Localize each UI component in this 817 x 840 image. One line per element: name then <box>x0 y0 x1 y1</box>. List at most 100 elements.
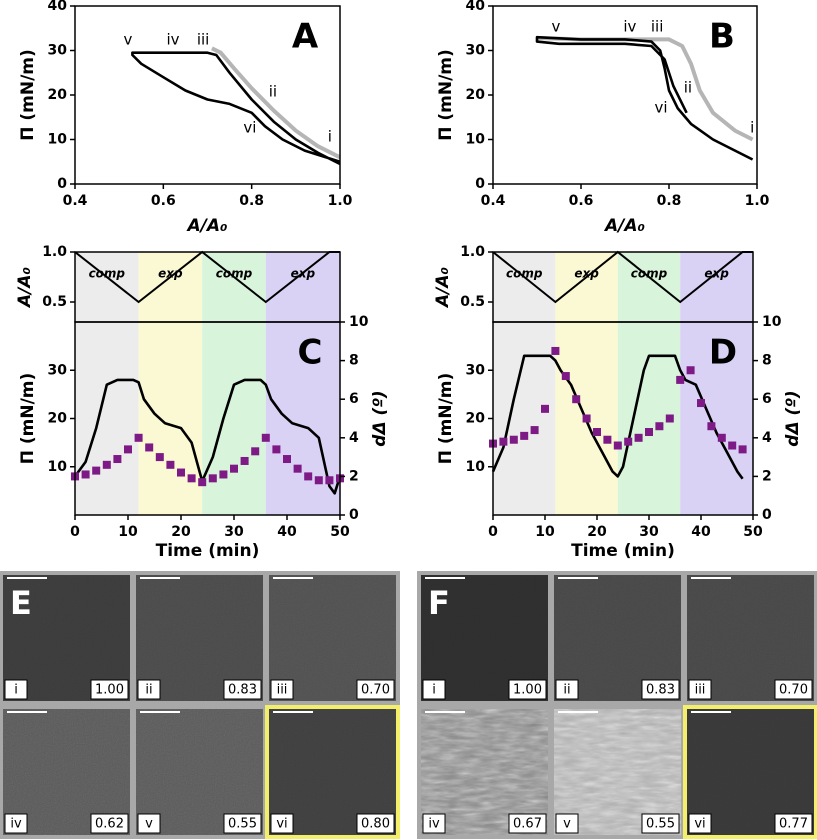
y-tick-label: 0 <box>475 176 485 192</box>
ellipsometry-point <box>198 478 207 487</box>
x-tick-label: 50 <box>743 524 763 540</box>
phase-band <box>265 252 340 515</box>
y-tick-label: 1.0 <box>42 244 67 260</box>
point-annotation: ii <box>269 82 277 100</box>
ellipsometry-point <box>613 441 622 450</box>
y-axis-label: Π (mN/m) <box>18 49 38 141</box>
tile-numeral: i <box>14 683 18 698</box>
ellipsometry-point <box>113 455 122 464</box>
y-tick-label: 30 <box>466 43 486 59</box>
phase-label: exp <box>158 267 183 281</box>
isotherm-curve <box>131 51 341 166</box>
ellipsometry-point <box>240 456 249 465</box>
y-tick-label: 20 <box>48 87 68 103</box>
pressure-line <box>491 354 744 480</box>
ratio-box <box>223 679 262 700</box>
point-annotation: i <box>328 127 332 145</box>
micrograph-tile: v 0.55 <box>550 705 685 839</box>
ellipsometry-point <box>177 468 185 477</box>
ellipsometry-point <box>665 414 674 423</box>
ratio-box <box>223 813 262 834</box>
y2-axis-label: dΔ (º) <box>370 390 390 446</box>
y-tick-label: 0 <box>57 176 67 192</box>
tile-numeral: iv <box>10 817 22 832</box>
ratio-box <box>356 813 395 834</box>
tile-numeral: i <box>432 683 436 698</box>
y2-tick-label: 8 <box>762 353 772 369</box>
y2-tick-label: 6 <box>349 391 359 407</box>
tile-numeral: v <box>563 817 571 832</box>
y-axis-label: A/A₀ <box>15 266 35 309</box>
micrograph-tile: i 1.00 <box>417 571 552 705</box>
x-tick-label: 0.4 <box>63 193 88 209</box>
phase-band <box>555 252 618 515</box>
ellipsometry-point <box>624 437 633 446</box>
numeral-box <box>422 679 446 700</box>
tile-numeral: vi <box>276 817 287 832</box>
point-annotation: ii <box>684 78 692 96</box>
point-annotation: iii <box>651 17 664 35</box>
x-tick-label: 40 <box>691 524 711 540</box>
ellipsometry-point <box>520 431 529 440</box>
ellipsometry-point <box>283 455 291 464</box>
ellipsometry-point <box>676 375 685 384</box>
pressure-line <box>73 378 342 495</box>
tile-numeral: v <box>145 817 153 832</box>
tile-ratio: 0.62 <box>95 817 124 832</box>
y-tick-label: 30 <box>48 362 68 378</box>
x-axis-label: Time (min) <box>571 541 675 561</box>
y2-tick-label: 0 <box>762 507 772 523</box>
x-tick-label: 0.8 <box>657 193 682 209</box>
tile-ratio: 1.00 <box>95 683 124 698</box>
y2-tick-label: 2 <box>349 468 359 484</box>
ellipsometry-point <box>499 437 508 446</box>
micrograph-tile: iii 0.70 <box>683 571 817 705</box>
ratio-box <box>90 679 129 700</box>
y2-tick-label: 10 <box>762 314 782 330</box>
y-tick-label: 40 <box>466 0 486 14</box>
isotherm-curve <box>211 46 341 160</box>
ellipsometry-point <box>728 441 737 450</box>
x-tick-label: 20 <box>171 524 191 540</box>
y-tick-label: 0.5 <box>460 294 485 310</box>
x-tick-label: 0.6 <box>569 193 594 209</box>
tile-ratio: 1.00 <box>513 683 542 698</box>
numeral-box <box>555 679 579 700</box>
point-annotation: i <box>750 118 754 136</box>
x-tick-label: 10 <box>535 524 555 540</box>
x-axis-label: Time (min) <box>156 541 260 561</box>
y-tick-label: 10 <box>466 459 486 475</box>
phase-label: exp <box>574 267 599 281</box>
ellipsometry-point <box>314 476 323 485</box>
tile-border <box>265 705 400 839</box>
ellipsometry-point <box>738 445 747 454</box>
point-annotation: iv <box>167 30 180 48</box>
point-annotation: vi <box>243 118 256 136</box>
y-tick-label: 40 <box>48 0 68 14</box>
micrograph-tile: i 1.00 <box>0 571 134 705</box>
ratio-box <box>641 813 680 834</box>
y2-tick-label: 4 <box>762 430 772 446</box>
tile-ratio: 0.55 <box>646 817 675 832</box>
numeral-box <box>270 679 294 700</box>
ellipsometry-point <box>124 445 132 454</box>
tile-ratio: 0.77 <box>779 817 808 832</box>
tile-border <box>683 705 817 839</box>
ellipsometry-point <box>166 460 175 469</box>
ellipsometry-point <box>155 453 164 462</box>
ratio-box <box>90 813 129 834</box>
ellipsometry-point <box>655 422 664 431</box>
ellipsometry-point <box>593 428 601 437</box>
tile-ratio: 0.83 <box>228 683 257 698</box>
tile-numeral: iv <box>428 817 440 832</box>
x-tick-label: 1.0 <box>328 193 353 209</box>
y-tick-label: 1.0 <box>460 244 485 260</box>
ratio-box <box>508 813 547 834</box>
numeral-box <box>4 679 28 700</box>
tile-numeral: ii <box>563 683 570 698</box>
numeral-box <box>688 679 712 700</box>
ellipsometry-point <box>541 404 549 413</box>
x-tick-label: 0 <box>70 524 80 540</box>
ellipsometry-point <box>603 435 612 444</box>
